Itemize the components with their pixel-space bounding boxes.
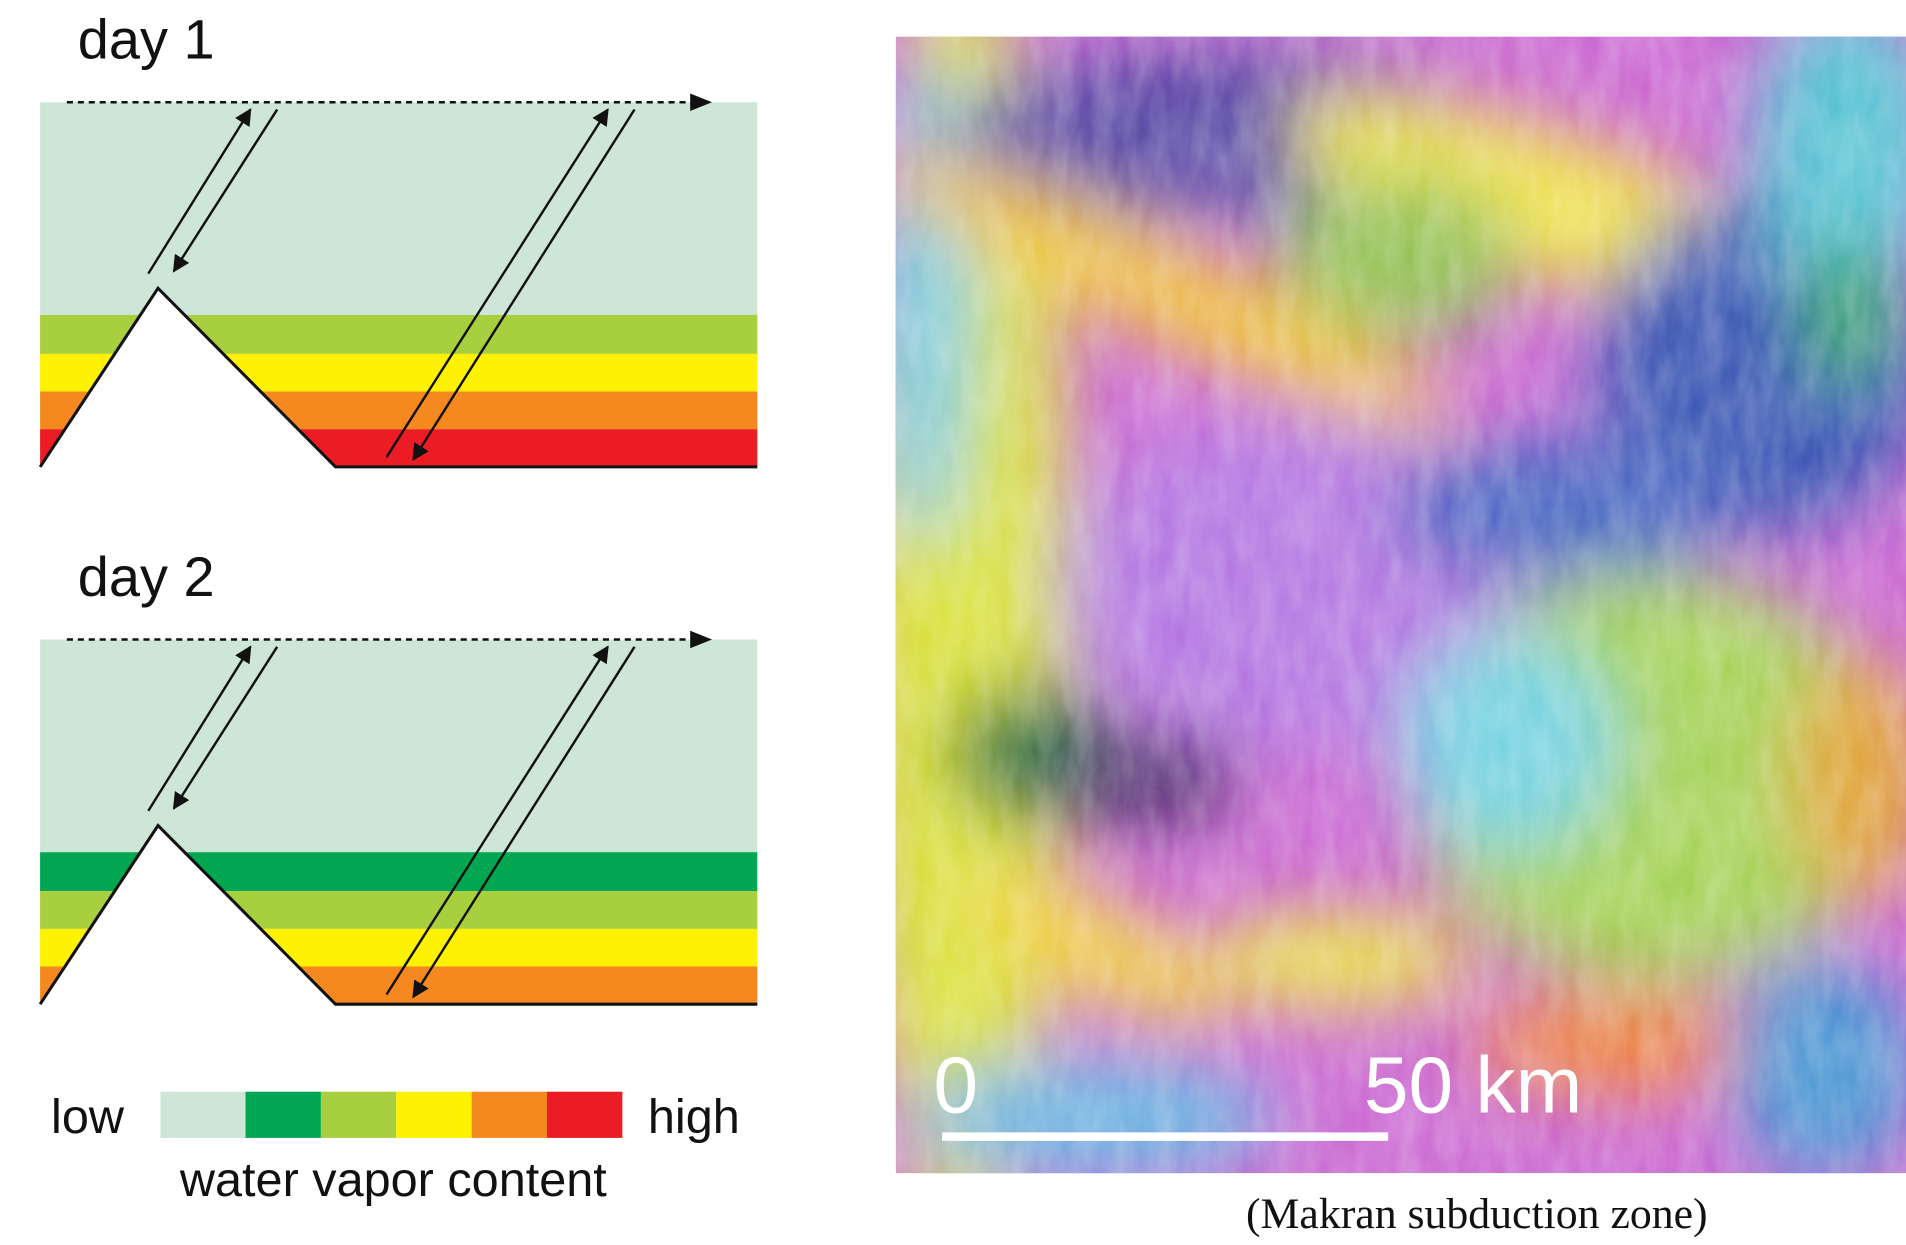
scale-start: 0: [934, 1039, 979, 1129]
legend-title: water vapor content: [179, 1153, 607, 1207]
legend-swatch: [246, 1092, 321, 1138]
interferogram: 0 50 km: [851, 0, 1906, 1240]
panel-label: day 2: [78, 545, 215, 608]
panel-day-2: day 2: [40, 545, 757, 1007]
scale-end: 50 km: [1364, 1039, 1582, 1129]
legend-swatch: [472, 1092, 547, 1138]
panel-day-1: day 1: [40, 7, 757, 469]
legend-low: low: [51, 1090, 125, 1144]
legend-swatch: [160, 1092, 245, 1138]
legend-swatch: [321, 1092, 396, 1138]
panel-label: day 1: [78, 7, 215, 70]
map-caption: (Makran subduction zone): [1246, 1190, 1708, 1238]
figure: day 1 day 2 low hi: [0, 0, 1906, 1245]
legend-high: high: [648, 1090, 740, 1144]
legend-swatch: [396, 1092, 471, 1138]
legend-swatch: [547, 1092, 622, 1138]
legend: low high water vapor content: [51, 1090, 740, 1207]
page: day 1 day 2 low hi: [0, 0, 1906, 1245]
